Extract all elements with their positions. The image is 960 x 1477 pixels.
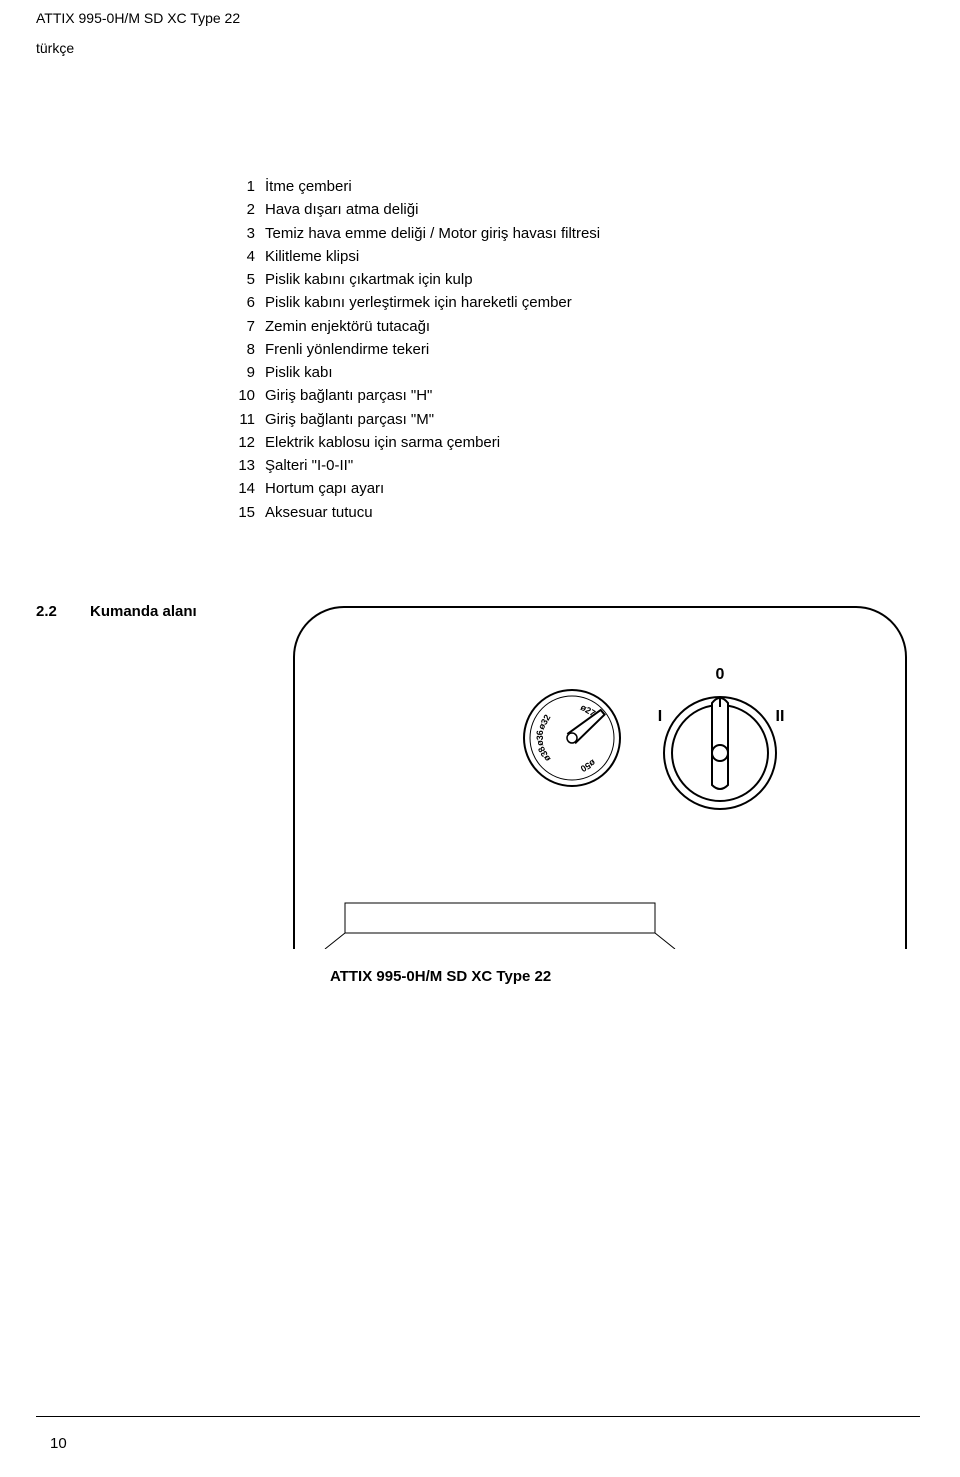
panel-caption: ATTIX 995-0H/M SD XC Type 22 (330, 968, 551, 985)
parts-list-label: Frenli yönlendirme tekeri (265, 338, 429, 361)
parts-list-row: 3Temiz hava emme deliği / Motor giriş ha… (237, 222, 600, 245)
parts-list-row: 12Elektrik kablosu için sarma çemberi (237, 431, 600, 454)
parts-list-row: 4Kilitleme klipsi (237, 245, 600, 268)
parts-list-number: 6 (237, 291, 265, 314)
parts-list-label: Aksesuar tutucu (265, 501, 373, 524)
parts-list-number: 9 (237, 361, 265, 384)
svg-text:II: II (776, 708, 785, 725)
parts-list-number: 5 (237, 268, 265, 291)
section-number: 2.2 (36, 603, 57, 620)
parts-list-label: Pislik kabı (265, 361, 333, 384)
parts-list-row: 8Frenli yönlendirme tekeri (237, 338, 600, 361)
parts-list-label: İtme çemberi (265, 175, 352, 198)
svg-text:ø36: ø36 (535, 730, 545, 746)
parts-list-row: 6Pislik kabını yerleştirmek için hareket… (237, 291, 600, 314)
parts-list-row: 15Aksesuar tutucu (237, 501, 600, 524)
parts-list-number: 7 (237, 315, 265, 338)
parts-list-label: Pislik kabını yerleştirmek için hareketl… (265, 291, 572, 314)
parts-list-number: 14 (237, 477, 265, 500)
parts-list-row: 11Giriş bağlantı parçası "M" (237, 408, 600, 431)
parts-list-label: Elektrik kablosu için sarma çemberi (265, 431, 500, 454)
parts-list-label: Giriş bağlantı parçası "H" (265, 384, 432, 407)
parts-list-row: 13Şalteri "I-0-II" (237, 454, 600, 477)
parts-list-row: 9Pislik kabı (237, 361, 600, 384)
parts-list-number: 15 (237, 501, 265, 524)
parts-list-row: 10Giriş bağlantı parçası "H" (237, 384, 600, 407)
control-panel-figure: 0IIIø27ø32ø36ø38ø50 (290, 603, 910, 949)
parts-list-label: Kilitleme klipsi (265, 245, 359, 268)
parts-list-number: 10 (237, 384, 265, 407)
parts-list-number: 4 (237, 245, 265, 268)
parts-list-number: 1 (237, 175, 265, 198)
parts-list-label: Temiz hava emme deliği / Motor giriş hav… (265, 222, 600, 245)
parts-list-number: 8 (237, 338, 265, 361)
parts-list-number: 11 (237, 408, 265, 431)
parts-list-row: 14Hortum çapı ayarı (237, 477, 600, 500)
parts-list-label: Zemin enjektörü tutacağı (265, 315, 430, 338)
parts-list-label: Giriş bağlantı parçası "M" (265, 408, 434, 431)
parts-list-row: 5Pislik kabını çıkartmak için kulp (237, 268, 600, 291)
header-title: ATTIX 995-0H/M SD XC Type 22 (36, 10, 240, 26)
parts-list-label: Hortum çapı ayarı (265, 477, 384, 500)
parts-list-row: 7Zemin enjektörü tutacağı (237, 315, 600, 338)
parts-list-label: Şalteri "I-0-II" (265, 454, 353, 477)
parts-list-row: 1İtme çemberi (237, 175, 600, 198)
section-title: Kumanda alanı (90, 603, 197, 620)
header-language: türkçe (36, 40, 74, 56)
parts-list-number: 2 (237, 198, 265, 221)
page-number: 10 (50, 1435, 67, 1452)
parts-list-label: Hava dışarı atma deliği (265, 198, 418, 221)
parts-list-number: 13 (237, 454, 265, 477)
svg-text:0: 0 (716, 666, 725, 683)
parts-list-number: 3 (237, 222, 265, 245)
parts-list-row: 2Hava dışarı atma deliği (237, 198, 600, 221)
parts-list-number: 12 (237, 431, 265, 454)
parts-list-label: Pislik kabını çıkartmak için kulp (265, 268, 473, 291)
footer-rule (36, 1416, 920, 1417)
svg-text:I: I (658, 708, 662, 725)
parts-list: 1İtme çemberi2Hava dışarı atma deliği3Te… (237, 175, 600, 524)
